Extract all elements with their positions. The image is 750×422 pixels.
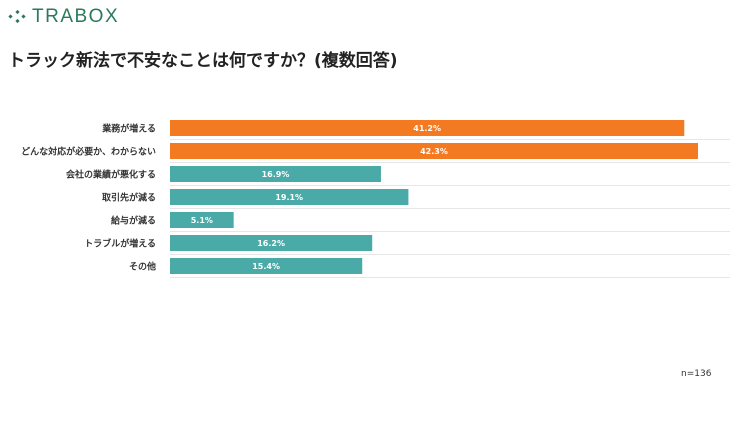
data-label: 5.1% xyxy=(191,216,213,225)
bar-chart: 業務が増える 41.2% どんな対応が必要か、わからない 42.3% 会社の業績が悪化す… xyxy=(21,120,730,278)
logo-diamonds-icon xyxy=(8,10,26,24)
logo-text: TRABOX xyxy=(32,6,120,27)
trabox-logo: TRABOX xyxy=(8,6,119,28)
data-label: 15.4% xyxy=(252,262,280,271)
data-label: 19.1% xyxy=(275,193,303,202)
bar xyxy=(170,258,363,274)
category-label: 会社の業績が悪化する xyxy=(66,169,156,181)
category-label: トラブルが増える xyxy=(84,238,156,250)
bar xyxy=(170,235,373,251)
category-label: 給与が減る xyxy=(111,215,156,227)
data-label: 41.2% xyxy=(413,124,441,133)
category-label: 取引先が減る xyxy=(102,192,156,204)
category-label: どんな対応が必要か、わからない xyxy=(21,146,156,158)
bar xyxy=(170,212,234,228)
bar xyxy=(170,189,409,205)
data-label: 16.9% xyxy=(262,170,290,179)
data-label: 16.2% xyxy=(257,239,285,248)
page-title: トラック新法で不安なことは何ですか？(複数回答) xyxy=(8,51,398,71)
category-label: その他 xyxy=(129,261,156,273)
bar xyxy=(170,143,698,159)
category-label: 業務が増える xyxy=(101,123,156,135)
sample-size-note: n=136 xyxy=(681,369,712,379)
data-label: 42.3% xyxy=(420,147,448,156)
bar xyxy=(170,120,685,136)
bar xyxy=(170,166,381,182)
